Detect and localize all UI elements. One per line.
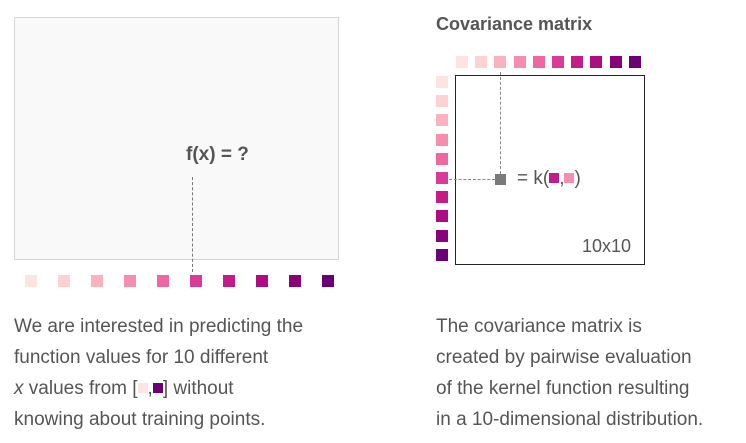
row-square-7 [436, 191, 448, 204]
range-start-square [137, 383, 148, 393]
x-square-7 [223, 275, 235, 287]
row-square-10 [436, 248, 448, 261]
left-caption-line-1: We are interested in predicting the [14, 316, 304, 337]
kernel-separator: , [559, 168, 565, 189]
column-square-5 [532, 56, 545, 68]
x-square-3 [91, 275, 103, 287]
column-square-8 [590, 56, 603, 68]
x-square-1 [25, 275, 37, 287]
right-caption-line-2: created by pairwise evaluation [436, 347, 692, 368]
left-caption-line-2: function values for 10 different [14, 347, 269, 368]
matrix-cell [495, 174, 506, 185]
covariance-title: Covariance matrix [436, 14, 593, 34]
column-square-4 [513, 56, 526, 68]
right-caption: The covariance matrix is created by pair… [436, 311, 703, 435]
row-square-1 [436, 76, 448, 88]
column-square-2 [475, 56, 488, 68]
row-square-3 [436, 114, 448, 127]
function-plot-area [14, 17, 339, 260]
x-square-4 [124, 275, 136, 287]
without-text: ] without [162, 378, 234, 399]
left-caption-line-3: x values from [, ] without [14, 373, 303, 404]
column-square-9 [609, 56, 622, 68]
values-from-text: values from [ [23, 378, 138, 399]
row-square-5 [436, 152, 448, 165]
range-separator: , [147, 378, 153, 399]
right-caption-line-4: in a 10-dimensional distribution. [436, 409, 704, 430]
column-square-1 [456, 56, 468, 68]
column-square-3 [494, 56, 507, 68]
function-query-label: f(x) = ? [186, 144, 249, 165]
x-square-6 [190, 275, 202, 287]
row-square-9 [436, 229, 448, 242]
right-caption-line-3: of the kernel function resulting [436, 378, 690, 399]
covariance-matrix [455, 75, 645, 265]
x-square-8 [256, 275, 268, 287]
matrix-size-label: 10x10 [582, 236, 632, 256]
row-square-2 [436, 95, 448, 108]
row-square-6 [436, 172, 448, 184]
x-square-10 [322, 275, 334, 287]
kernel-suffix: ) [574, 168, 581, 189]
left-caption: We are interested in predicting the func… [14, 311, 303, 435]
x-variable: x [14, 378, 24, 399]
column-square-6 [552, 56, 564, 68]
kernel-formula: = k(,) [517, 168, 581, 190]
kernel-prefix: = k( [517, 168, 550, 189]
column-square-7 [571, 56, 584, 68]
x-square-9 [289, 275, 301, 287]
row-square-4 [436, 133, 448, 146]
x-square-5 [157, 275, 169, 287]
row-dashed-line [449, 179, 495, 180]
kernel-arg1-square [549, 173, 560, 183]
row-square-8 [436, 210, 448, 223]
column-dashed-line [500, 72, 501, 174]
x-square-2 [58, 275, 70, 287]
left-caption-line-4: knowing about training points. [14, 409, 266, 430]
query-dashed-line [192, 177, 193, 272]
kernel-arg2-square [564, 173, 575, 183]
column-square-10 [628, 56, 641, 68]
range-end-square [152, 383, 163, 393]
right-caption-line-1: The covariance matrix is [436, 316, 642, 337]
